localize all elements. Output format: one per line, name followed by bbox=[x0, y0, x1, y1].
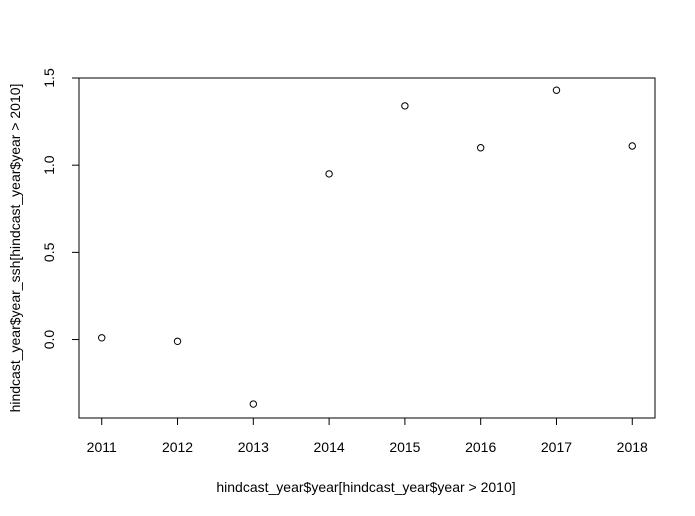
x-tick-label: 2018 bbox=[617, 439, 648, 455]
data-point bbox=[173, 337, 182, 345]
x-axis-title: hindcast_year$year[hindcast_year$year > … bbox=[216, 479, 515, 495]
plot-frame bbox=[78, 77, 656, 419]
y-tick-label: 0.0 bbox=[41, 330, 57, 350]
y-tick-label: 0.5 bbox=[41, 242, 57, 262]
x-tick-label: 2016 bbox=[465, 439, 496, 455]
data-point bbox=[401, 102, 409, 110]
data-point bbox=[628, 142, 636, 150]
data-point bbox=[325, 170, 333, 178]
y-axis-title: hindcast_year$year_ssh[hindcast_year$yea… bbox=[7, 84, 23, 413]
data-points bbox=[98, 86, 636, 408]
x-tick-label: 2012 bbox=[162, 439, 193, 455]
x-tick-label: 2017 bbox=[541, 439, 572, 455]
y-axis: 0.0 0.5 1.0 1.5 bbox=[41, 68, 80, 350]
x-tick-label: 2013 bbox=[238, 439, 269, 455]
data-point bbox=[249, 400, 258, 408]
y-tick-label: 1.5 bbox=[41, 68, 57, 88]
data-point bbox=[476, 144, 485, 152]
data-point bbox=[98, 334, 106, 342]
y-tick-label: 1.0 bbox=[41, 155, 57, 175]
x-axis: 2011 2012 2013 2014 2015 2016 2017 2018 bbox=[87, 417, 648, 455]
x-tick-label: 2011 bbox=[87, 439, 117, 455]
x-tick-label: 2015 bbox=[389, 439, 420, 455]
data-point bbox=[552, 86, 561, 94]
x-tick-label: 2014 bbox=[314, 439, 345, 455]
